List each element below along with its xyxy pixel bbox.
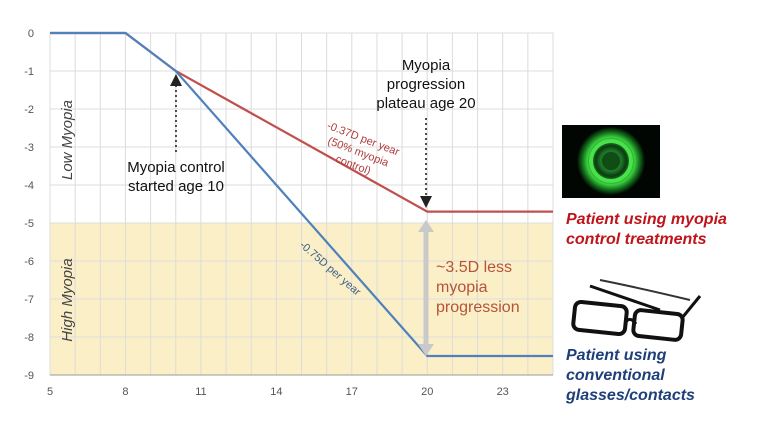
x-tick-label: 5 [47,386,53,398]
y-tick-label: -7 [24,294,34,306]
y-tick-label: -9 [24,370,34,382]
x-tick-label: 20 [421,386,433,398]
eyeglasses-image [571,279,702,342]
gap-arrow [418,220,434,356]
control-start-arrow [170,74,182,152]
x-tick-label: 14 [270,386,282,398]
band-label-high-myopia: High Myopia [59,258,76,341]
series-line-conventional [50,31,553,358]
x-tick-label: 8 [122,386,128,398]
x-tick-label: 11 [195,386,206,398]
contact-lens-image [562,125,660,198]
plateau-arrow [420,118,432,208]
annotation-plateau: Myopia progression plateau age 20 [376,57,475,112]
annotation-control-start: Myopia control started age 10 [127,159,225,195]
y-tick-label: -1 [24,66,34,78]
y-tick-label: -8 [24,332,34,344]
x-tick-label: 17 [346,386,358,398]
y-tick-label: 0 [28,28,34,40]
y-tick-label: -4 [24,180,34,192]
y-tick-label: -3 [24,142,34,154]
y-tick-label: -2 [24,104,34,116]
y-tick-label: -6 [24,256,34,268]
annotation-gap: ~3.5D less myopia progression [436,259,520,316]
y-tick-label: -5 [24,218,34,230]
legend-myopia-control: Patient using myopia control treatments [566,211,727,248]
x-tick-label: 23 [497,386,509,398]
legend-conventional: Patient using conventional glasses/conta… [566,347,695,404]
band-label-low-myopia: Low Myopia [59,100,76,180]
